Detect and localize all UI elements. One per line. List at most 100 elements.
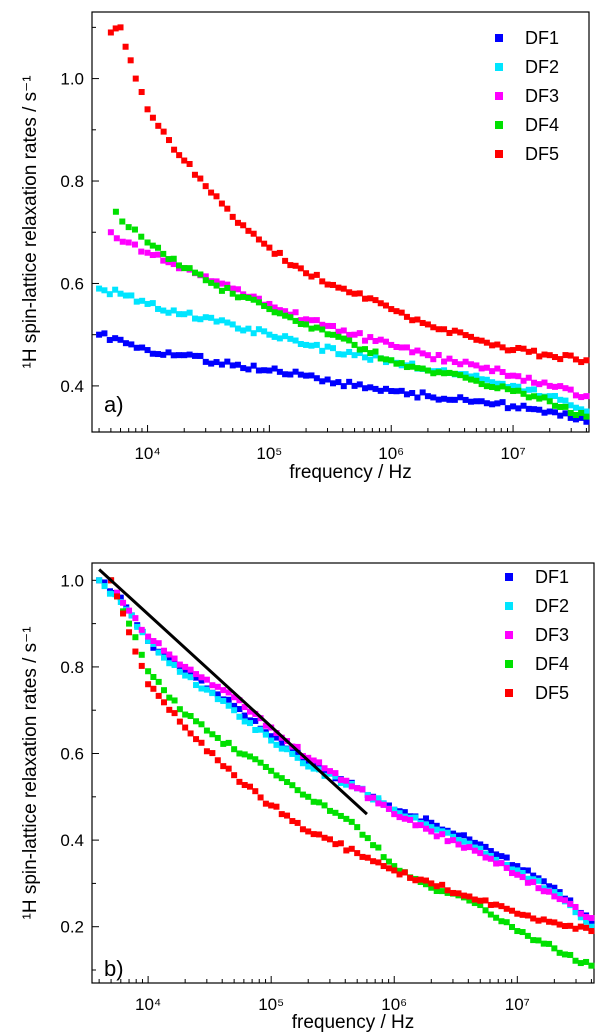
- data-point: [271, 304, 278, 311]
- data-point: [276, 307, 283, 314]
- data-point: [297, 265, 304, 272]
- data-point: [510, 403, 517, 410]
- data-point: [370, 858, 377, 865]
- data-point: [144, 347, 151, 354]
- data-point: [155, 692, 162, 699]
- data-point: [266, 300, 273, 307]
- data-point: [138, 233, 145, 240]
- data-point: [289, 782, 296, 789]
- data-point: [498, 918, 505, 925]
- data-point: [531, 386, 538, 393]
- data-point: [106, 590, 113, 597]
- data-point: [551, 919, 558, 926]
- data-point: [150, 685, 157, 692]
- data-point: [106, 291, 113, 298]
- data-point: [337, 840, 344, 847]
- legend-marker: [495, 34, 503, 42]
- data-point: [428, 819, 435, 826]
- data-point: [282, 312, 289, 319]
- data-point: [332, 770, 339, 777]
- data-point: [525, 386, 532, 393]
- data-point: [337, 776, 344, 783]
- data-point: [335, 284, 342, 291]
- data-point: [197, 175, 204, 182]
- data-point: [451, 327, 458, 334]
- data-point: [450, 830, 457, 837]
- data-point: [213, 318, 220, 325]
- data-point: [181, 352, 188, 359]
- data-point: [531, 347, 538, 354]
- data-point: [567, 414, 574, 421]
- data-point: [297, 320, 304, 327]
- data-point: [171, 661, 178, 668]
- data-point: [134, 623, 141, 630]
- data-point: [354, 850, 361, 857]
- data-point: [462, 374, 469, 381]
- data-point: [489, 401, 496, 408]
- data-point: [276, 368, 283, 375]
- data-point: [346, 289, 353, 296]
- data-point: [126, 620, 133, 627]
- data-point: [562, 352, 569, 359]
- data-point: [546, 940, 553, 947]
- data-point: [193, 682, 200, 689]
- data-point: [165, 349, 172, 356]
- data-point: [324, 343, 331, 350]
- data-point: [155, 649, 162, 656]
- data-point: [377, 300, 384, 307]
- data-point: [380, 863, 387, 870]
- data-point: [391, 863, 398, 870]
- data-point: [493, 860, 500, 867]
- data-point: [514, 910, 521, 917]
- data-point: [225, 696, 232, 703]
- data-point: [155, 678, 162, 685]
- data-point: [382, 302, 389, 309]
- data-point: [273, 741, 280, 748]
- data-point: [382, 338, 389, 345]
- data-point: [321, 834, 328, 841]
- legend-marker: [495, 121, 503, 129]
- data-point: [457, 394, 464, 401]
- data-point: [541, 394, 548, 401]
- data-point: [572, 412, 579, 419]
- data-point: [299, 760, 306, 767]
- data-point: [282, 371, 289, 378]
- data-point: [303, 341, 310, 348]
- data-point: [362, 346, 369, 353]
- data-point: [128, 341, 135, 348]
- data-point: [166, 654, 173, 661]
- data-point: [466, 840, 473, 847]
- y-tick-label: 0.2: [60, 918, 84, 937]
- data-point: [398, 360, 405, 367]
- data-point: [240, 222, 247, 229]
- data-point: [247, 708, 254, 715]
- data-point: [540, 878, 547, 885]
- data-point: [101, 583, 108, 590]
- data-point: [150, 644, 157, 651]
- data-point: [551, 402, 558, 409]
- data-point: [422, 821, 429, 828]
- data-point: [462, 396, 469, 403]
- data-point: [510, 382, 517, 389]
- data-point: [297, 371, 304, 378]
- x-axis-label: frequency / Hz: [292, 1012, 415, 1033]
- data-point: [391, 806, 398, 813]
- data-point: [229, 285, 236, 292]
- data-point: [132, 75, 139, 82]
- data-point: [305, 828, 312, 835]
- data-point: [540, 940, 547, 947]
- data-point: [468, 361, 475, 368]
- data-point: [182, 724, 189, 731]
- data-point: [330, 281, 337, 288]
- data-point: [292, 368, 299, 375]
- data-point: [321, 765, 328, 772]
- data-point: [375, 795, 382, 802]
- data-point: [364, 854, 371, 861]
- data-point: [209, 682, 216, 689]
- data-point: [126, 607, 133, 614]
- series-df4: [112, 208, 590, 420]
- data-point: [213, 278, 220, 285]
- data-point: [393, 360, 400, 367]
- data-point: [460, 838, 467, 845]
